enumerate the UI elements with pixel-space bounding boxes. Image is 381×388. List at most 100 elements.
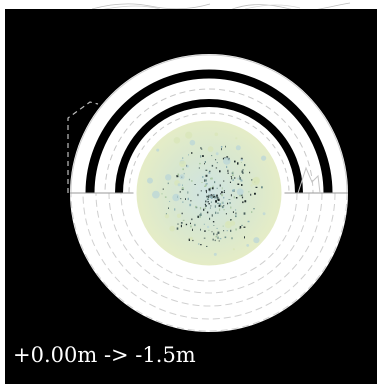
texture-speck xyxy=(216,187,218,189)
texture-speck xyxy=(219,208,221,211)
texture-speck xyxy=(233,190,235,192)
texture-speck xyxy=(244,164,246,167)
texture-speck xyxy=(199,213,202,216)
texture-speck xyxy=(223,196,225,199)
sketch-mark-right xyxy=(297,166,321,194)
texture-speck xyxy=(221,205,224,209)
texture-speck xyxy=(199,216,201,218)
texture-speck xyxy=(230,229,232,232)
texture-speck xyxy=(254,192,256,195)
texture-blot xyxy=(179,174,185,180)
texture-speck xyxy=(211,155,213,157)
texture-speck xyxy=(206,191,207,194)
texture-speck xyxy=(176,175,179,178)
texture-blot xyxy=(224,221,232,229)
texture-speck xyxy=(235,212,237,214)
texture-speck xyxy=(200,244,202,246)
texture-speck xyxy=(191,218,193,221)
texture-speck xyxy=(204,163,205,165)
texture-speck xyxy=(215,211,217,214)
texture-speck xyxy=(210,177,213,180)
texture-speck xyxy=(225,213,227,215)
texture-speck xyxy=(231,172,234,174)
texture-speck xyxy=(202,155,204,157)
texture-speck xyxy=(223,230,225,232)
texture-speck xyxy=(177,223,179,225)
texture-speck xyxy=(223,180,225,182)
texture-speck xyxy=(218,204,221,207)
texture-blot xyxy=(253,237,260,244)
texture-speck xyxy=(208,203,210,205)
texture-speck xyxy=(205,205,207,207)
texture-speck xyxy=(217,212,219,214)
texture-speck xyxy=(205,183,208,185)
texture-speck xyxy=(174,208,176,211)
texture-speck xyxy=(237,183,240,185)
texture-speck xyxy=(204,161,206,163)
texture-speck xyxy=(161,193,163,195)
texture-speck xyxy=(215,159,217,161)
texture-speck xyxy=(211,196,213,199)
texture-speck xyxy=(222,157,224,160)
texture-speck xyxy=(231,237,233,240)
texture-speck xyxy=(200,190,202,192)
texture-speck xyxy=(240,179,243,182)
texture-speck xyxy=(241,196,244,199)
texture-speck xyxy=(205,174,208,177)
texture-speck xyxy=(202,176,204,178)
texture-speck xyxy=(205,169,208,171)
texture-blot xyxy=(173,137,181,144)
texture-speck xyxy=(164,196,167,198)
texture-speck xyxy=(221,191,223,194)
texture-speck xyxy=(205,200,207,203)
texture-speck xyxy=(188,178,190,181)
texture-speck xyxy=(222,225,224,227)
texture-speck xyxy=(219,238,222,240)
texture-speck xyxy=(217,202,219,204)
texture-speck xyxy=(191,180,193,182)
texture-speck xyxy=(189,203,192,207)
texture-speck xyxy=(214,239,216,242)
texture-speck xyxy=(223,190,225,192)
texture-speck xyxy=(216,198,219,201)
texture-speck xyxy=(233,189,235,191)
texture-speck xyxy=(212,194,214,196)
texture-speck xyxy=(205,179,207,182)
texture-speck xyxy=(212,238,214,241)
texture-speck xyxy=(223,209,225,211)
texture-speck xyxy=(209,187,212,189)
texture-speck xyxy=(261,186,263,189)
texture-speck xyxy=(222,201,224,204)
texture-blot xyxy=(206,225,210,229)
texture-blot xyxy=(156,148,160,152)
texture-speck xyxy=(206,169,208,171)
texture-speck xyxy=(198,167,200,169)
texture-speck xyxy=(209,190,211,193)
texture-speck xyxy=(192,239,194,242)
texture-speck xyxy=(221,148,222,151)
texture-speck xyxy=(213,232,215,236)
texture-speck xyxy=(232,177,234,179)
texture-blot xyxy=(185,131,193,139)
texture-speck xyxy=(241,184,243,186)
texture-speck xyxy=(217,198,220,201)
texture-speck xyxy=(200,155,202,158)
texture-blot xyxy=(214,132,219,137)
texture-speck xyxy=(239,175,240,177)
texture-blot xyxy=(215,152,219,156)
texture-blot xyxy=(152,190,160,199)
texture-speck xyxy=(211,231,213,233)
texture-speck xyxy=(230,176,232,177)
texture-speck xyxy=(224,236,227,239)
texture-speck xyxy=(208,188,211,191)
texture-speck xyxy=(197,193,199,197)
texture-speck xyxy=(212,185,214,188)
texture-speck xyxy=(209,217,211,220)
texture-speck xyxy=(208,171,211,174)
texture-blot xyxy=(223,157,231,165)
texture-blot xyxy=(240,158,244,162)
texture-speck xyxy=(232,179,234,181)
texture-speck xyxy=(239,226,242,229)
texture-speck xyxy=(255,186,258,188)
texture-speck xyxy=(249,171,251,174)
